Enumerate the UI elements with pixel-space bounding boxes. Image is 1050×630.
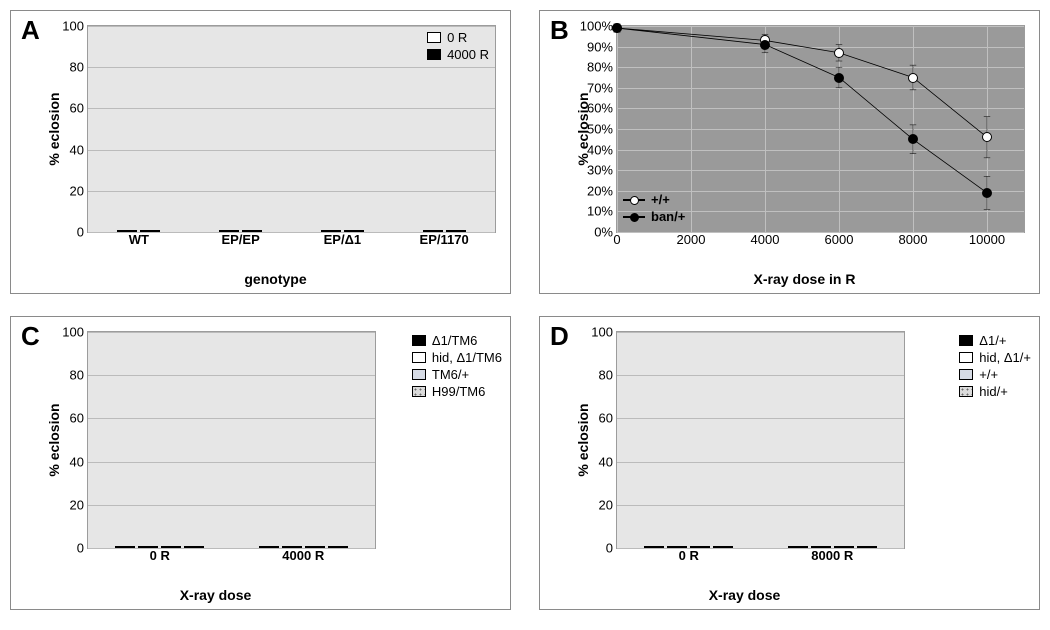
- chart-a: % eclosion 020406080100WTEP/EPEP/Δ1EP/11…: [87, 25, 496, 233]
- chart-c: % eclosion 0204060801000 R4000 R: [87, 331, 376, 549]
- ylabel: % eclosion: [46, 403, 62, 476]
- panel-label-a: A: [21, 15, 40, 46]
- xlabel: genotype: [47, 271, 504, 287]
- legend-d: Δ1/+hid, Δ1/++/+hid/+: [959, 333, 1031, 401]
- chart-d: % eclosion 0204060801000 R8000 R: [616, 331, 905, 549]
- panel-d: D % eclosion 0204060801000 R8000 R X-ray…: [539, 316, 1040, 610]
- panel-label-b: B: [550, 15, 569, 46]
- ylabel: % eclosion: [46, 92, 62, 165]
- xlabel: X-ray dose: [576, 587, 913, 603]
- panel-label-d: D: [550, 321, 569, 352]
- ylabel: % eclosion: [575, 403, 591, 476]
- panel-b: B % eclosion 0%10%20%30%40%50%60%70%80%9…: [539, 10, 1040, 294]
- xlabel: X-ray dose in R: [576, 271, 1033, 287]
- panel-a: A % eclosion 020406080100WTEP/EPEP/Δ1EP/…: [10, 10, 511, 294]
- panel-label-c: C: [21, 321, 40, 352]
- legend-c: Δ1/TM6hid, Δ1/TM6TM6/+H99/TM6: [412, 333, 502, 401]
- chart-b: % eclosion 0%10%20%30%40%50%60%70%80%90%…: [616, 25, 1025, 233]
- panel-c: C % eclosion 0204060801000 R4000 R X-ray…: [10, 316, 511, 610]
- xlabel: X-ray dose: [47, 587, 384, 603]
